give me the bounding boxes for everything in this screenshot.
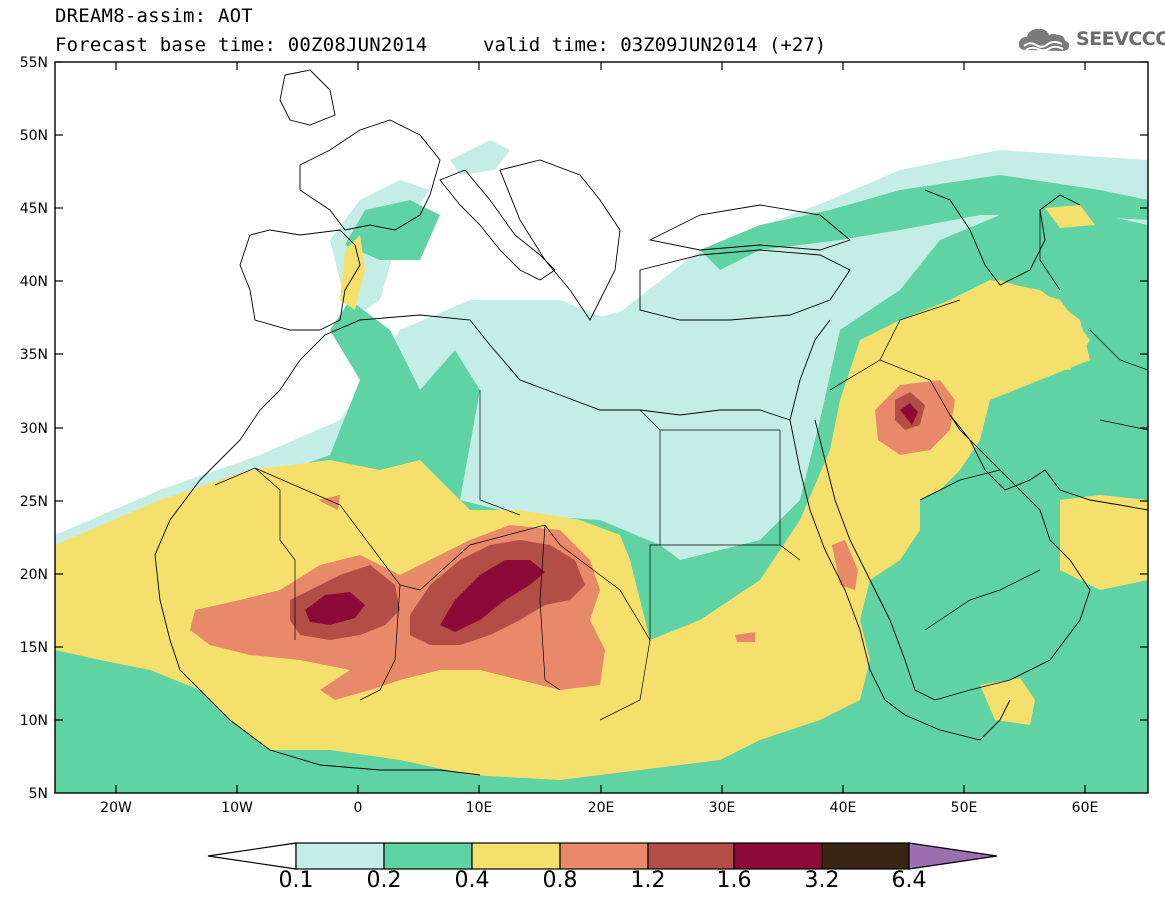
aot-band-0.4-yemen [980, 678, 1035, 725]
colorbar-swatch [295, 842, 385, 870]
axis-ticks [55, 61, 1148, 793]
colorbar-label: 6.4 [891, 868, 927, 893]
lat-label: 30N [20, 421, 48, 437]
colorbar-over-arrow [908, 842, 998, 870]
lat-label: 55N [20, 55, 48, 71]
lon-label: 60E [1072, 800, 1099, 816]
lon-label: 0 [354, 800, 363, 816]
aot-band-0.2-caspian [700, 175, 1148, 270]
coast-arabia [934, 414, 1091, 701]
lat-label: 20N [20, 567, 48, 583]
lat-label: 40N [20, 274, 48, 290]
colorbar-swatch [733, 842, 823, 870]
lat-label: 10N [20, 713, 48, 729]
coast-caspian [924, 189, 1081, 286]
colorbar-label: 0.8 [542, 868, 578, 893]
aot-band-0.1-aegean [590, 300, 700, 350]
coast-blacksea [648, 204, 851, 251]
coast-redsea-west [789, 419, 906, 716]
lat-label: 5N [29, 786, 48, 802]
colorbar-swatch [383, 842, 473, 870]
coast-north-africa [324, 314, 791, 421]
coast-west-africa [154, 334, 481, 776]
colorbar-label: 0.4 [454, 868, 490, 893]
lon-labels: 20W 10W 0 10E 20E 30E 40E 50E 60E [100, 800, 1098, 816]
lon-label: 10E [466, 800, 493, 816]
coast-balkans [499, 159, 621, 321]
aot-band-1.6-b [440, 560, 545, 632]
colorbar-swatch [471, 842, 561, 870]
lat-labels: 55N 50N 45N 40N 35N 30N 25N 20N 15N 10N … [20, 55, 48, 802]
coast-redsea-east [814, 419, 936, 701]
lat-label: 15N [20, 640, 48, 656]
aot-field [55, 62, 1148, 793]
colorbar-label: 0.2 [366, 868, 402, 893]
colorbar-label: 1.6 [716, 868, 752, 893]
logo-text: SEEVCCC [1076, 28, 1165, 50]
aot-band-1.6-c [900, 403, 918, 425]
colorbar-label: 3.2 [804, 868, 840, 893]
aot-band-0.8-spot2 [735, 632, 755, 642]
aot-band-0.2-iberia [345, 200, 440, 260]
cloud-icon [1018, 28, 1070, 52]
lat-label: 45N [20, 201, 48, 217]
valid-time: valid time: 03Z09JUN2014 (+27) [483, 34, 827, 56]
colorbar-label: 1.2 [630, 868, 666, 893]
coastlines [154, 69, 1148, 776]
lat-label: 50N [20, 128, 48, 144]
lat-label: 25N [20, 494, 48, 510]
lon-label: 40E [830, 800, 857, 816]
aot-band-0.4-iberia [340, 235, 365, 310]
colorbar [207, 842, 998, 870]
aot-band-0.4-caspian [1045, 205, 1095, 228]
colorbar-swatch [821, 842, 910, 870]
aot-band-1.6 [305, 592, 365, 625]
seevccc-logo: SEEVCCC [1016, 24, 1165, 56]
coast-persian-gulf [949, 414, 1061, 491]
aot-band-0.1-balkan [450, 140, 510, 175]
colorbar-swatch [647, 842, 735, 870]
coast-turkey [639, 249, 851, 321]
lon-label: 50E [951, 800, 978, 816]
lon-label: 20W [100, 800, 132, 816]
colorbar-swatch [559, 842, 649, 870]
lon-label: 20E [588, 800, 615, 816]
coast-britain [279, 69, 336, 126]
coast-italy [439, 169, 556, 281]
lon-label: 10W [221, 800, 253, 816]
coast-horn [904, 699, 1011, 741]
lat-label: 35N [20, 347, 48, 363]
coast-levant [789, 319, 831, 421]
lon-label: 30E [709, 800, 736, 816]
colorbar-label: 0.1 [278, 868, 314, 893]
aot-band-0.4-arabia [1060, 495, 1148, 590]
borders [214, 210, 1148, 721]
forecast-base-time: Forecast base time: 00Z08JUN2014 [55, 34, 428, 56]
map-title: DREAM8-assim: AOT [55, 5, 253, 27]
coast-iberia [239, 229, 361, 331]
coast-iran [1059, 489, 1148, 511]
aot-band-0.8-spot1 [318, 495, 340, 510]
coast-france [299, 119, 441, 231]
aot-band-0.4-iran [960, 280, 1090, 370]
colorbar-under-arrow [207, 842, 297, 870]
